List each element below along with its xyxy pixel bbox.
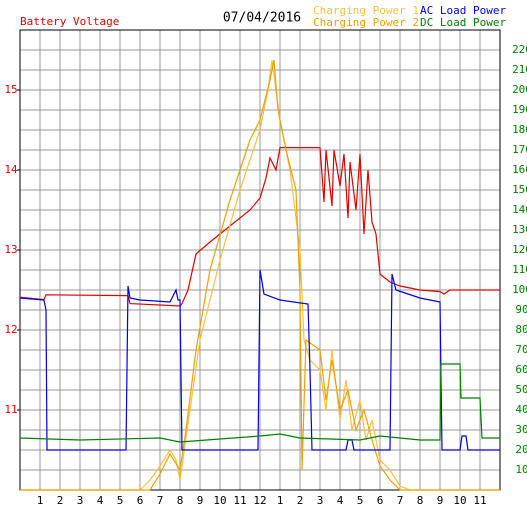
y2-tick-label: 200 — [512, 83, 527, 96]
y2-tick-label: 50 — [515, 383, 527, 396]
y2-tick-label: 210 — [512, 63, 527, 76]
series-line — [19, 269, 500, 451]
y2-tick-label: 80 — [515, 323, 527, 336]
x-tick-label: 6 — [377, 494, 384, 507]
x-tick-label: 3 — [77, 494, 84, 507]
y2-tick-label: 120 — [512, 243, 527, 256]
x-tick-label: 10 — [213, 494, 226, 507]
x-tick-label: 5 — [357, 494, 364, 507]
legend-entry: AC Load Power — [420, 4, 506, 17]
x-tick-label: 9 — [437, 494, 444, 507]
y2-tick-label: 60 — [515, 363, 527, 376]
legend-entry: DC Load Power — [420, 16, 506, 29]
x-tick-label: 8 — [417, 494, 424, 507]
series-line — [20, 59, 500, 491]
x-tick-label: 1 — [277, 494, 284, 507]
x-tick-label: 2 — [57, 494, 64, 507]
x-tick-label: 2 — [297, 494, 304, 507]
y2-tick-label: 100 — [512, 283, 527, 296]
y2-tick-label: 30 — [515, 423, 527, 436]
plot-border — [19, 29, 501, 491]
y2-tick-label: 170 — [512, 143, 527, 156]
y-tick-label: 13 — [4, 243, 17, 256]
y2-tick-label: 190 — [512, 103, 527, 116]
series-line — [19, 363, 500, 443]
y2-tick-label: 150 — [512, 183, 527, 196]
y-tick-label: 12 — [4, 323, 17, 336]
series-line — [19, 147, 500, 307]
y-tick-label: 11 — [4, 403, 17, 416]
y-axis-label: Battery Voltage — [20, 15, 119, 28]
x-tick-label: 11 — [233, 494, 246, 507]
x-tick-label: 1 — [37, 494, 44, 507]
x-tick-label: 3 — [317, 494, 324, 507]
x-tick-label: 4 — [337, 494, 344, 507]
y-tick-label: 14 — [4, 163, 18, 176]
y2-tick-label: 130 — [512, 223, 527, 236]
y2-tick-label: 20 — [515, 443, 527, 456]
y-tick-label: 15 — [4, 83, 17, 96]
x-tick-label: 9 — [197, 494, 204, 507]
x-tick-label: 4 — [97, 494, 104, 507]
legend-entry: Charging Power 1 — [313, 4, 419, 17]
y2-tick-label: 40 — [515, 403, 527, 416]
x-tick-label: 7 — [397, 494, 404, 507]
y2-tick-label: 110 — [512, 263, 527, 276]
x-tick-label: 7 — [157, 494, 164, 507]
y2-tick-label: 160 — [512, 163, 527, 176]
x-tick-label: 11 — [473, 494, 486, 507]
x-tick-label: 12 — [253, 494, 266, 507]
x-tick-label: 6 — [137, 494, 144, 507]
x-tick-label: 8 — [177, 494, 184, 507]
y2-tick-label: 180 — [512, 123, 527, 136]
chart-title: 07/04/2016 — [223, 11, 301, 26]
legend-entry: Charging Power 2 — [313, 16, 419, 29]
x-tick-label: 10 — [453, 494, 466, 507]
y2-tick-label: 220 — [512, 43, 527, 56]
y2-tick-label: 10 — [515, 463, 527, 476]
y2-tick-label: 70 — [515, 343, 527, 356]
x-tick-label: 5 — [117, 494, 124, 507]
y2-tick-label: 90 — [515, 303, 527, 316]
y2-tick-label: 140 — [512, 203, 527, 216]
